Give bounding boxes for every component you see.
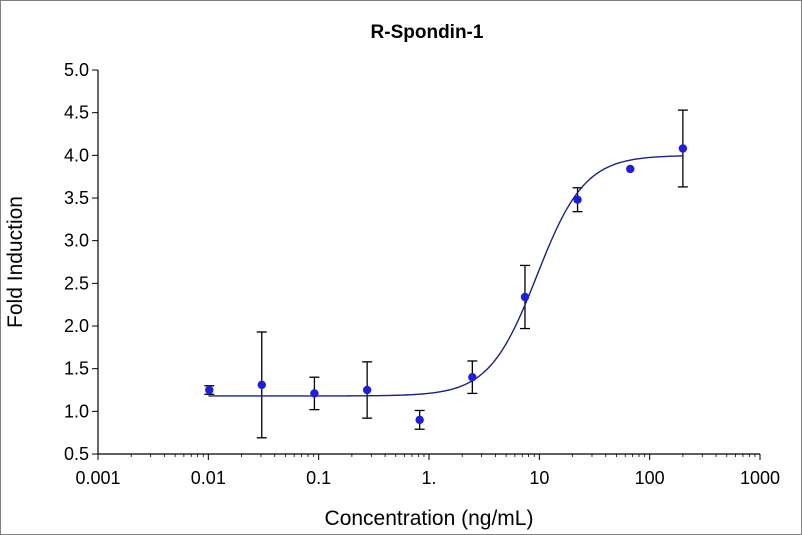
y-tick-label: 1.5 [64,359,89,379]
data-point [415,415,424,425]
axes: 0.5 1.0 1.5 2.0 2.5 3.0 3.5 4.0 4.5 5.0 0.001 0.01 0… [64,60,780,488]
y-tick-label: 3.0 [64,231,89,251]
data-point [468,373,477,382]
data-point [310,389,319,398]
data-points [205,144,688,425]
y-tick-label: 2.5 [64,273,89,293]
data-point [626,164,635,174]
y-axis-label: Fold Induction [4,196,27,328]
data-point [520,292,530,302]
y-tick-label: 1.0 [64,401,89,421]
fit-curve-layer [208,155,683,397]
x-tick-label: 0.001 [75,468,120,488]
data-point [573,195,582,204]
y-tick-label: 4.0 [64,145,89,165]
x-tick-label: 0.1 [306,468,331,488]
y-tick-label: 3.5 [64,188,89,208]
fit-curve [208,155,683,397]
error-bars [204,109,688,439]
y-tick-label: 4.5 [64,103,89,123]
y-tick-label: 0.5 [64,444,89,464]
x-axis-label: Concentration (ng/mL) [325,507,534,530]
y-tick-label: 5.0 [64,60,89,80]
data-point [257,380,266,390]
chart-title: R-Spondin-1 [371,22,484,43]
data-point [205,385,214,395]
data-point [678,144,688,153]
data-point [362,385,372,395]
x-tick-label: 100 [635,468,665,488]
y-tick-label: 2.0 [64,316,89,336]
x-tick-label: 1. [421,468,436,488]
x-tick-label: 10 [529,468,549,488]
x-tick-label: 0.01 [191,468,226,488]
x-tick-label: 1000 [740,468,780,488]
